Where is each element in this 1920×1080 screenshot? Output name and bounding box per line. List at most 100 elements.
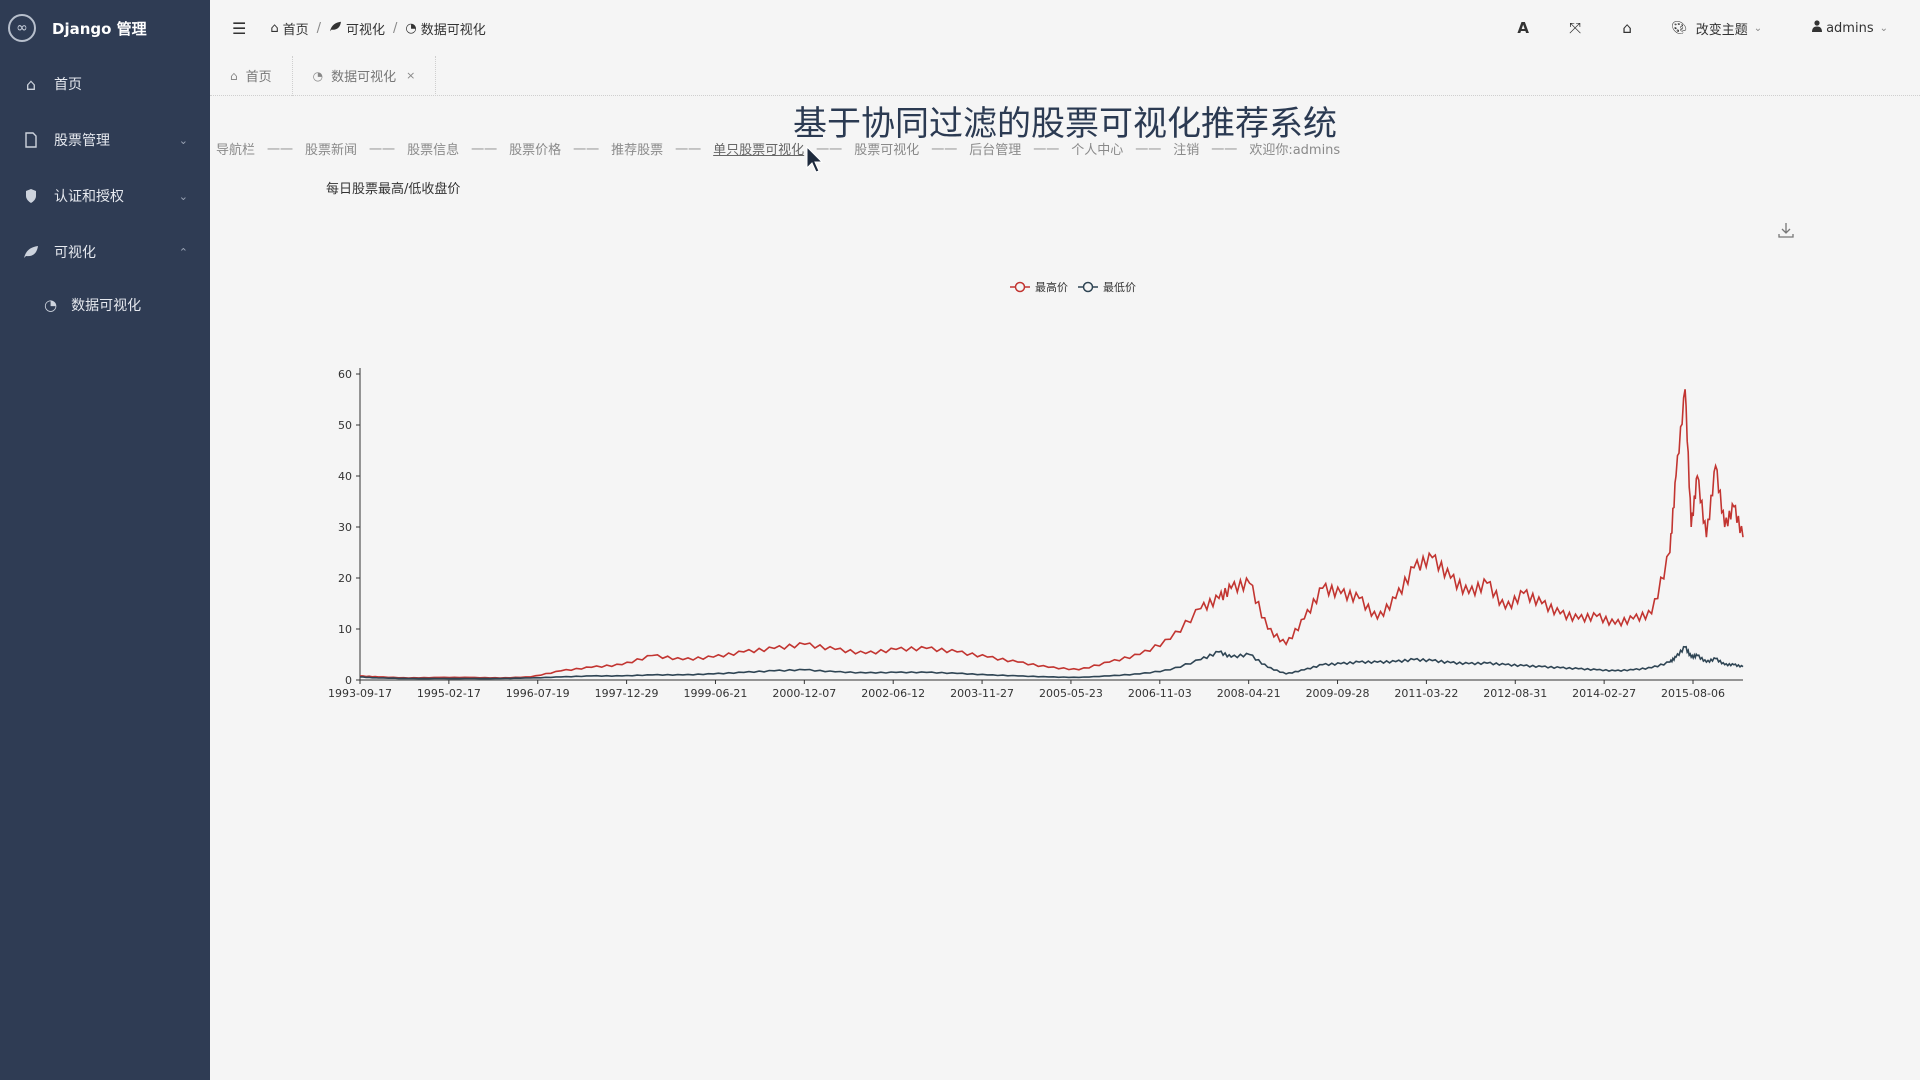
chevron-down-icon: ⌄ [178, 133, 188, 147]
x-tick-label: 2000-12-07 [772, 687, 836, 700]
breadcrumb-separator: / [316, 20, 322, 36]
nav-separator: 一一 [931, 143, 958, 158]
nav-link[interactable]: 股票信息 [407, 143, 460, 158]
breadcrumb-current: 数据可视化 [420, 22, 486, 38]
x-tick-label: 1996-07-19 [506, 687, 570, 700]
chevron-down-icon: ⌄ [178, 189, 188, 203]
sidebar-item-label: 可视化 [54, 245, 96, 261]
x-tick-label: 1997-12-29 [595, 687, 659, 700]
nav-link[interactable]: 后台管理 [969, 143, 1022, 158]
sidebar-subitem-label: 数据可视化 [71, 298, 142, 314]
x-tick-label: 2015-08-06 [1661, 687, 1725, 700]
chevron-down-icon: ⌄ [1753, 22, 1763, 34]
y-tick-label: 60 [338, 368, 352, 381]
top-header: ☰ ⌂ 首页 / 可视化 / ◔ 数据可视化 A ⤧ ⌂ 🎨︎ 改变主题 ⌄ a… [210, 0, 1920, 56]
theme-label: 改变主题 [1695, 22, 1748, 38]
y-tick-label: 50 [338, 419, 352, 432]
user-icon [1812, 20, 1823, 36]
x-tick-label: 2008-04-21 [1217, 687, 1281, 700]
app-title: Django 管理 [52, 19, 147, 38]
nav-link[interactable]: 个人中心 [1071, 143, 1124, 158]
menu-toggle-icon[interactable]: ☰ [232, 18, 247, 38]
x-tick-label: 2003-11-27 [950, 687, 1014, 700]
x-tick-label: 2009-09-28 [1306, 687, 1370, 700]
legend-marker-circle [1082, 281, 1094, 293]
legend-label[interactable]: 最高价 [1035, 280, 1068, 294]
nav-link[interactable]: 推荐股票 [611, 143, 664, 158]
series-line-0[interactable] [360, 389, 1744, 679]
x-tick-label: 2012-08-31 [1483, 687, 1547, 700]
home-icon[interactable]: ⌂ [1622, 19, 1632, 37]
breadcrumb-separator: / [393, 20, 398, 36]
x-tick-label: 2005-05-23 [1039, 687, 1103, 700]
home-icon: ⌂ [270, 20, 279, 36]
dashboard-icon: ◔ [44, 296, 58, 314]
file-icon [22, 132, 40, 148]
tab-bar: ⌂ 首页 ◔ 数据可视化 × [210, 55, 1920, 96]
infinity-logo-icon: ∞ [8, 14, 36, 42]
sidebar-item-home[interactable]: ⌂ 首页 [0, 56, 210, 112]
user-name: admins [1826, 20, 1874, 36]
y-tick-label: 10 [338, 623, 352, 636]
tab-data-visualization[interactable]: ◔ 数据可视化 × [293, 55, 437, 96]
x-tick-label: 1999-06-21 [683, 687, 747, 700]
nav-separator: 一一 [471, 143, 498, 158]
palette-icon: 🎨︎ [1671, 20, 1688, 36]
nav-separator: 一一 [573, 143, 600, 158]
sidebar: ∞ Django 管理 ⌂ 首页 股票管理 ⌄ 认证和授权 ⌄ 可视化 ⌃ ◔ … [0, 0, 210, 1080]
sidebar-item-label: 首页 [54, 77, 82, 93]
nav-link: 导航栏 [216, 143, 256, 158]
chart-title: 每日股票最高/低收盘价 [326, 182, 461, 197]
tab-label: 数据可视化 [331, 70, 397, 85]
dashboard-icon: ◔ [312, 68, 324, 83]
fullscreen-icon[interactable]: ⤧ [1569, 19, 1582, 37]
nav-separator: 一一 [816, 143, 843, 158]
sidebar-item-visualization[interactable]: 可视化 ⌃ [0, 224, 210, 280]
nav-link[interactable]: 股票价格 [509, 143, 562, 158]
sidebar-item-label: 股票管理 [54, 133, 110, 149]
y-tick-label: 20 [338, 572, 352, 585]
y-tick-label: 30 [338, 521, 352, 534]
leaf-icon [22, 245, 40, 259]
tab-label: 首页 [245, 70, 272, 85]
nav-separator: 一一 [267, 143, 294, 158]
tab-home[interactable]: ⌂ 首页 [210, 55, 293, 96]
mouse-cursor-icon [806, 146, 824, 173]
nav-link[interactable]: 注销 [1173, 143, 1200, 158]
page-title: 基于协同过滤的股票可视化推荐系统 [793, 104, 1337, 144]
user-menu[interactable]: admins ⌄ [1812, 20, 1888, 36]
y-tick-label: 40 [338, 470, 352, 483]
close-icon[interactable]: × [406, 69, 416, 82]
header-actions: A ⤧ ⌂ 🎨︎ 改变主题 ⌄ admins ⌄ [1497, 0, 1920, 56]
sidebar-subitem-data-visualization[interactable]: ◔ 数据可视化 [0, 280, 210, 330]
nav-link[interactable]: 股票新闻 [305, 143, 358, 158]
site-nav: 导航栏 一一 股票新闻 一一 股票信息 一一 股票价格 一一 推荐股票 一一 单只股票可视化 一一 股票… [210, 139, 1500, 158]
font-size-icon[interactable]: A [1517, 19, 1529, 37]
series-line-1[interactable] [360, 645, 1744, 680]
home-icon: ⌂ [230, 68, 238, 83]
shield-icon [22, 188, 40, 204]
sidebar-item-label: 认证和授权 [54, 189, 124, 205]
nav-link[interactable]: 股票可视化 [854, 143, 920, 158]
leaf-icon [329, 21, 342, 36]
sidebar-item-auth[interactable]: 认证和授权 ⌄ [0, 168, 210, 224]
nav-separator: 一一 [675, 143, 702, 158]
nav-separator: 一一 [1033, 143, 1060, 158]
theme-switcher[interactable]: 🎨︎ 改变主题 ⌄ [1671, 19, 1762, 38]
stock-price-chart: 最高价 最低价 0 10 20 30 40 50 60 1993-09-17 1995-02-17… [328, 280, 1744, 700]
legend-marker-circle [1014, 281, 1026, 293]
x-tick-label: 1993-09-17 [328, 687, 392, 700]
home-icon: ⌂ [25, 74, 37, 94]
dashboard-icon: ◔ [405, 20, 417, 36]
nav-link[interactable]: 单只股票可视化 [713, 143, 805, 158]
sidebar-item-stock-management[interactable]: 股票管理 ⌄ [0, 112, 210, 168]
legend-label[interactable]: 最低价 [1103, 281, 1136, 294]
brand[interactable]: ∞ Django 管理 [0, 0, 210, 56]
nav-separator: 一一 [369, 143, 396, 158]
breadcrumb-home[interactable]: 首页 [282, 22, 309, 38]
breadcrumb-visualization[interactable]: 可视化 [346, 22, 386, 38]
chevron-up-icon: ⌃ [178, 245, 188, 259]
download-icon[interactable] [1778, 222, 1794, 242]
nav-separator: 一一 [1135, 143, 1162, 158]
chevron-down-icon: ⌄ [1879, 22, 1888, 34]
